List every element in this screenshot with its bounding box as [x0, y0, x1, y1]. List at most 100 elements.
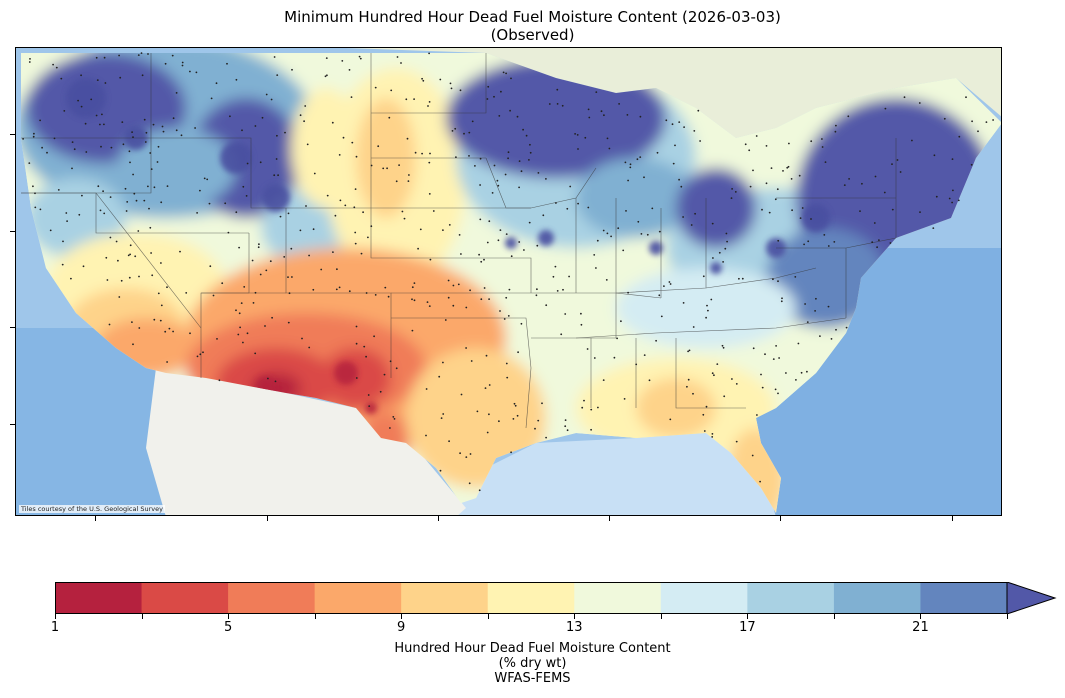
station-dot — [103, 123, 105, 126]
station-dot — [39, 208, 42, 211]
station-dot — [438, 375, 441, 378]
station-dot — [132, 136, 134, 138]
station-dot — [787, 165, 790, 168]
station-dot — [133, 192, 136, 195]
station-dot — [303, 120, 305, 123]
station-dot — [760, 373, 762, 376]
station-dot — [132, 343, 134, 346]
station-dot — [726, 240, 728, 243]
station-dot — [718, 251, 721, 254]
station-dot — [95, 56, 98, 59]
station-dot — [499, 310, 501, 312]
station-dot — [795, 379, 797, 381]
station-dot — [153, 318, 156, 321]
x-axis-tick — [95, 516, 96, 521]
station-dot — [202, 351, 204, 354]
station-dot — [252, 302, 255, 304]
station-dot — [479, 218, 482, 221]
station-dot — [46, 151, 48, 154]
station-dot — [517, 351, 519, 354]
station-dot — [270, 98, 273, 101]
station-dot — [772, 358, 775, 360]
station-dot — [382, 167, 385, 170]
station-dot — [723, 395, 726, 398]
colorbar-bin — [314, 582, 402, 614]
station-dot — [843, 184, 846, 187]
station-dot — [935, 195, 938, 198]
station-dot — [768, 211, 771, 214]
station-dot — [678, 178, 680, 181]
station-dot — [556, 290, 559, 292]
station-dot — [395, 367, 398, 370]
station-dot — [22, 138, 24, 140]
station-dot — [744, 143, 747, 146]
station-dot — [509, 109, 511, 112]
station-dot — [246, 332, 249, 335]
station-dot — [457, 283, 460, 286]
station-dot — [53, 137, 56, 140]
station-dot — [448, 440, 450, 443]
colorbar-bin — [228, 582, 316, 614]
station-dot — [499, 229, 502, 232]
station-dot — [429, 152, 431, 155]
station-dot — [379, 390, 382, 393]
station-dot — [468, 131, 471, 134]
station-dot — [259, 273, 262, 276]
station-dot — [325, 57, 328, 59]
station-dot — [261, 116, 264, 119]
station-dot — [613, 356, 616, 359]
station-dot — [39, 119, 41, 122]
station-dot — [741, 277, 744, 280]
station-dot — [235, 309, 237, 312]
station-dot — [711, 372, 714, 375]
station-dot — [63, 110, 66, 112]
station-dot — [545, 178, 547, 180]
station-dot — [127, 254, 130, 257]
colorbar-bin — [401, 582, 489, 614]
station-dot — [460, 393, 463, 396]
station-dot — [891, 163, 893, 165]
station-dot — [510, 255, 513, 258]
station-dot — [32, 185, 34, 188]
station-dot — [847, 115, 850, 118]
station-dot — [161, 125, 164, 128]
station-dot — [705, 405, 708, 408]
x-axis-tick — [609, 516, 610, 521]
station-dot — [520, 322, 523, 325]
station-dot — [933, 154, 936, 157]
station-dot — [503, 318, 506, 320]
station-dot — [71, 141, 74, 143]
station-dot — [118, 54, 120, 57]
station-dot — [451, 130, 454, 132]
station-dot — [308, 346, 311, 349]
station-dot — [299, 229, 302, 232]
station-dot — [181, 64, 184, 67]
station-dot — [365, 292, 368, 294]
station-dot — [693, 130, 696, 132]
colorbar-tick-label: 21 — [912, 620, 929, 635]
station-dot — [751, 454, 754, 457]
station-dot — [78, 213, 81, 216]
station-dot — [400, 62, 402, 64]
station-dot — [480, 298, 483, 301]
station-dot — [588, 116, 591, 119]
station-dot — [320, 268, 323, 271]
station-dot — [536, 244, 539, 247]
station-dot — [764, 353, 766, 356]
station-dot — [596, 239, 599, 242]
station-dot — [283, 256, 286, 258]
station-dot — [525, 134, 528, 137]
station-dot — [370, 225, 373, 228]
station-dot — [458, 234, 461, 236]
colorbar-bin — [574, 582, 662, 614]
station-dot — [774, 388, 777, 391]
station-dot — [498, 115, 501, 117]
station-dot — [797, 342, 800, 345]
station-dot — [279, 215, 282, 218]
station-dot — [586, 348, 589, 350]
station-dot — [761, 386, 764, 389]
map-panel[interactable]: Tiles courtesy of the U.S. Geological Su… — [15, 47, 1002, 516]
station-dot — [422, 79, 425, 82]
station-dot — [166, 185, 169, 188]
station-dot — [384, 286, 387, 289]
